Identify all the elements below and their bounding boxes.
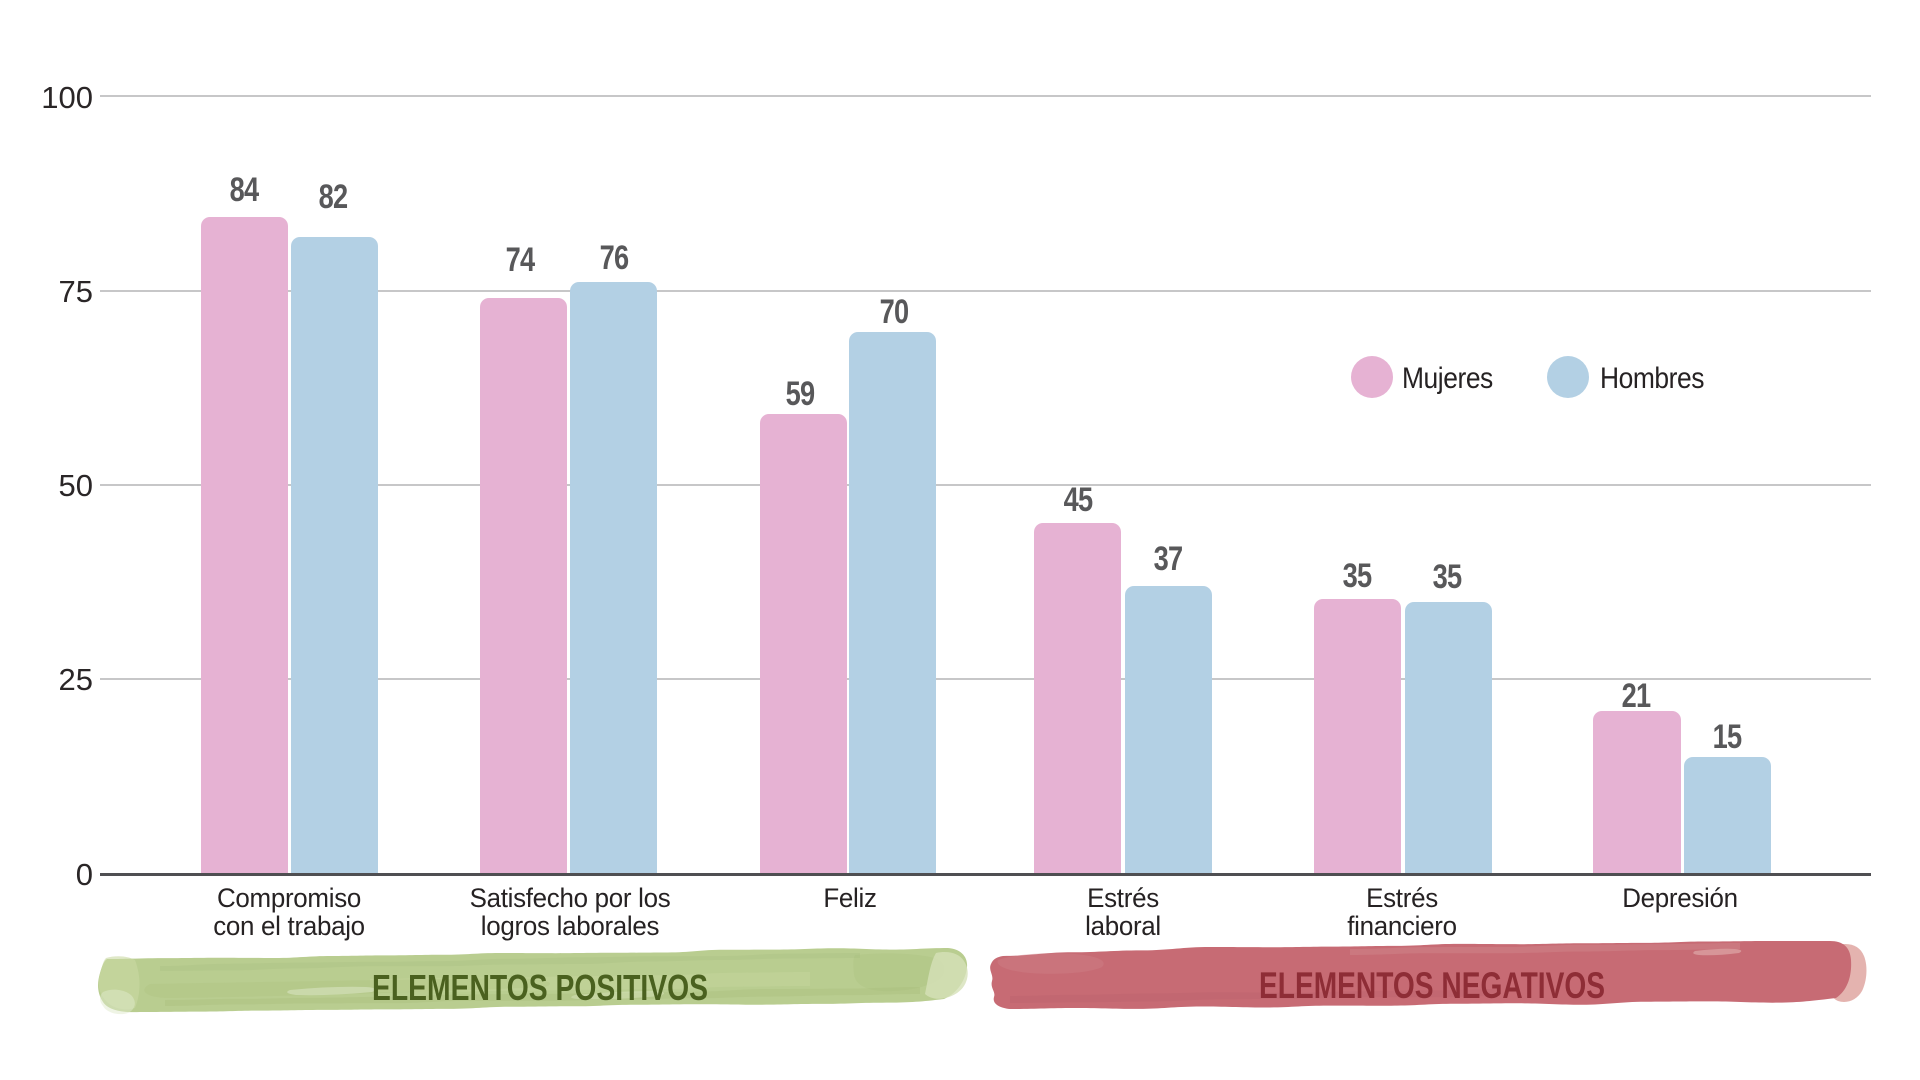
svg-text:ELEMENTOS NEGATIVOS: ELEMENTOS NEGATIVOS [1259, 965, 1605, 1006]
svg-text:ELEMENTOS POSITIVOS: ELEMENTOS POSITIVOS [372, 967, 708, 1008]
